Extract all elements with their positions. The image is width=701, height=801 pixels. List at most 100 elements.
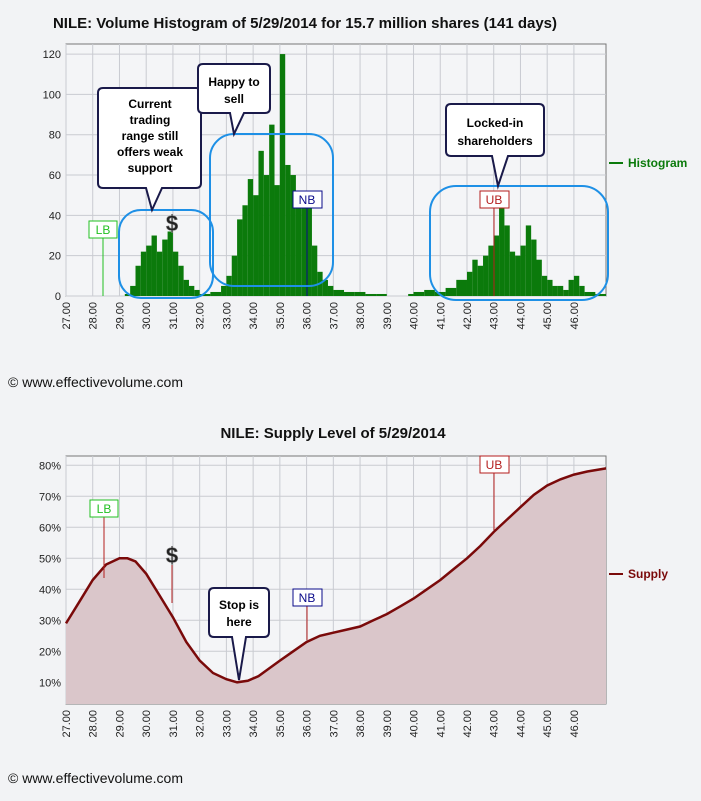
histogram-bar (344, 291, 355, 296)
callout-weak-support-line-3: range still (122, 129, 179, 143)
histogram-bar (151, 235, 157, 296)
histogram-bar (552, 285, 558, 296)
histogram-bar (269, 124, 275, 296)
histogram-x-tick: 31.00 (168, 302, 180, 330)
histogram-bar (541, 275, 548, 296)
histogram-x-tick: 37.00 (328, 302, 340, 330)
histogram-y-tick: 80 (49, 130, 61, 142)
histogram-bar (499, 207, 505, 296)
supply-x-tick: 45.00 (542, 710, 554, 738)
histogram-bar (365, 293, 377, 296)
callout-weak-support-line-1: Current (128, 97, 171, 111)
supply-x-tick: 36.00 (302, 710, 314, 738)
histogram-bar (515, 255, 521, 296)
histogram-bar (509, 251, 516, 296)
histogram-bar (466, 271, 473, 296)
histogram-y-tick: 20 (49, 251, 61, 263)
callout-locked-in-line-2: shareholders (457, 134, 533, 148)
histogram-bar (413, 291, 425, 296)
supply-x-tick: 31.00 (168, 710, 180, 738)
histogram-x-tick: 44.00 (515, 302, 527, 330)
happy-to-sell-zone (209, 133, 334, 287)
histogram-x-tick: 35.00 (275, 302, 287, 330)
histogram-x-tick: 30.00 (141, 302, 153, 330)
histogram-x-tick: 27.00 (61, 302, 73, 330)
histogram-bar (279, 54, 286, 296)
histogram-bar (376, 293, 387, 296)
callout-stop-line-1: Stop is (219, 598, 259, 612)
ub2-marker-label: UB (486, 458, 503, 472)
supply-line (64, 467, 607, 684)
histogram-x-tick: 29.00 (114, 302, 126, 330)
histogram-bar (579, 285, 585, 296)
supply-title: NILE: Supply Level of 5/29/2014 (220, 425, 446, 442)
supply-y-tick: 10% (39, 677, 61, 689)
supply-x-tick: 35.00 (275, 710, 287, 738)
lb-marker-box (88, 220, 118, 239)
histogram-bar (445, 287, 457, 296)
histogram-x-tick: 32.00 (195, 302, 207, 330)
supply-x-tick: 32.00 (195, 710, 207, 738)
supply-area (66, 468, 606, 704)
histogram-x-tick: 36.00 (302, 302, 314, 330)
histogram-bar (568, 279, 574, 296)
histogram-bar (595, 293, 606, 296)
supply-x-tick: 43.00 (489, 710, 501, 738)
histogram-bar (242, 205, 248, 296)
histogram-x-tick: 45.00 (542, 302, 554, 330)
histogram-bar (306, 207, 312, 296)
histogram-bar (301, 205, 307, 296)
histogram-bar (424, 289, 435, 296)
histogram-x-tick: 40.00 (409, 302, 421, 330)
histogram-bar (172, 251, 179, 296)
histogram-bar (156, 251, 163, 296)
nb-marker-label: NB (299, 193, 316, 207)
histogram-bar (525, 225, 532, 296)
histogram-y-tick: 60 (49, 170, 61, 182)
histogram-bar (167, 231, 173, 296)
callout-happy-to-sell (197, 63, 271, 138)
histogram-bar (188, 285, 195, 296)
supply-y-tick: 40% (39, 584, 61, 596)
supply-x-tick: 27.00 (61, 710, 73, 738)
histogram-y-tick: 0 (55, 291, 61, 303)
callout-stop (208, 587, 270, 681)
histogram-bar (493, 235, 500, 296)
callout-locked-in-line-1: Locked-in (467, 116, 524, 130)
lb2-marker-box (89, 499, 119, 518)
supply-x-tick: 44.00 (515, 710, 527, 738)
histogram-y-ticks: 0 20 40 60 80 100 120 (43, 49, 61, 303)
callout-happy-to-sell-line-1: Happy to (208, 75, 259, 89)
histogram-bar (135, 265, 141, 296)
histogram-bar (274, 185, 280, 296)
supply-x-ticks: 27.00 28.00 29.00 30.00 31.00 32.00 33.00 34.00… (61, 710, 581, 738)
histogram-bar (563, 289, 569, 296)
weak-support-zone (118, 209, 214, 299)
supply-x-tick: 37.00 (328, 710, 340, 738)
nb-marker-box (292, 190, 323, 209)
histogram-x-tick: 46.00 (569, 302, 581, 330)
histogram-bar (456, 279, 467, 296)
callout-locked-in (445, 103, 545, 190)
histogram-bar (483, 255, 489, 296)
histogram-x-tick: 41.00 (435, 302, 447, 330)
histogram-bar (322, 279, 328, 296)
supply-x-tick: 39.00 (382, 710, 394, 738)
histogram-bar (333, 289, 345, 296)
histogram-bar (408, 293, 414, 296)
callout-weak-support-line-2: trading (130, 113, 171, 127)
histogram-bar (573, 275, 580, 296)
histogram-x-tick: 42.00 (462, 302, 474, 330)
histogram-x-tick: 43.00 (489, 302, 501, 330)
supply-x-tick: 38.00 (355, 710, 367, 738)
supply-y-tick: 20% (39, 646, 61, 658)
supply-y-tick: 30% (39, 615, 61, 627)
supply-x-tick: 46.00 (569, 710, 581, 738)
histogram-bar (237, 219, 243, 296)
supply-x-tick: 34.00 (248, 710, 260, 738)
supply-x-tick: 33.00 (221, 710, 233, 738)
callout-stop-line-2: here (226, 615, 252, 629)
histogram-bar (477, 265, 484, 296)
histogram-x-tick: 34.00 (248, 302, 260, 330)
